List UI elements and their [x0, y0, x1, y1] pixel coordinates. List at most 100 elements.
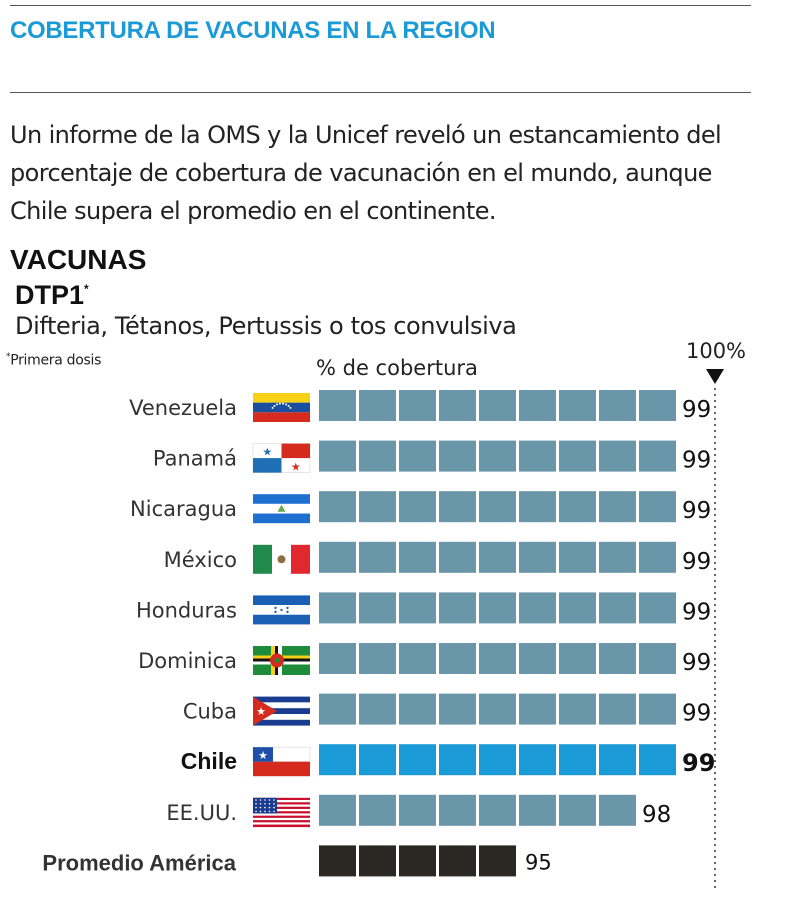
- top-rule: [10, 5, 751, 6]
- chile-flag: ★: [252, 746, 311, 777]
- bar-segment-dominica: [399, 643, 436, 674]
- bar-segment-panama: [559, 440, 596, 472]
- bar-segment-ee-uu: [319, 794, 356, 826]
- bar-segment-promedio-america: [399, 845, 436, 877]
- bar-segment-panama: [519, 440, 556, 472]
- bar-segment-venezuela: [399, 390, 436, 421]
- bar-segment-dominica: [479, 643, 516, 674]
- bar-segment-mexico: [399, 541, 436, 573]
- value-label-mexico: 99: [682, 549, 711, 575]
- bar-segment-nicaragua: [399, 491, 436, 523]
- x-axis-label: % de cobertura: [316, 356, 478, 380]
- bar-segment-ee-uu: [399, 794, 436, 826]
- vaccine-name: DTP1*: [15, 280, 89, 311]
- bar-segment-nicaragua: [439, 491, 476, 523]
- category-label-nicaragua: Nicaragua: [130, 497, 237, 521]
- bar-segment-promedio-america: [319, 845, 356, 877]
- bar-segment-mexico: [519, 541, 556, 573]
- cuba-flag: ★: [253, 696, 310, 726]
- bar-segment-mexico: [599, 541, 636, 573]
- bar-segment-chile: [319, 744, 356, 776]
- svg-text:★: ★: [291, 461, 301, 474]
- bar-segment-panama: [479, 440, 516, 472]
- category-label-venezuela: Venezuela: [129, 396, 237, 420]
- svg-text:★: ★: [262, 446, 272, 459]
- bar-segment-venezuela: [519, 390, 556, 421]
- bar-segment-chile: [639, 744, 676, 776]
- value-label-chile: 99: [682, 749, 715, 777]
- header-title: COBERTURA DE VACUNAS EN LA REGION: [10, 17, 496, 44]
- bar-segment-chile: [359, 744, 396, 776]
- bar-segment-dominica: [519, 643, 556, 674]
- bar-segment-honduras: [359, 592, 396, 624]
- category-label-mexico: México: [164, 548, 237, 572]
- bar-segment-nicaragua: [639, 491, 676, 523]
- bar-segment-nicaragua: [359, 491, 396, 523]
- bar-segment-mexico: [319, 541, 356, 573]
- bar-segment-promedio-america: [359, 845, 396, 877]
- bar-segment-chile: [599, 744, 636, 776]
- dominica-flag: [253, 646, 310, 675]
- venezuela-flag: [253, 393, 310, 422]
- honduras-flag: [253, 595, 310, 625]
- bar-segment-nicaragua: [479, 491, 516, 523]
- bar-segment-ee-uu: [559, 794, 596, 826]
- bar-segment-promedio-america: [439, 845, 476, 877]
- bar-segment-dominica: [639, 643, 676, 674]
- bar-segment-honduras: [399, 592, 436, 624]
- bar-segment-dominica: [319, 643, 356, 674]
- usa-flag: [253, 797, 310, 828]
- bar-segment-chile: [399, 744, 436, 776]
- value-label-panama: 99: [682, 448, 711, 474]
- svg-text:★: ★: [256, 705, 266, 718]
- value-label-venezuela: 99: [682, 397, 711, 423]
- bar-segment-chile: [519, 744, 556, 776]
- bar-segment-nicaragua: [319, 491, 356, 523]
- footnote: *Primera dosis: [6, 352, 101, 369]
- value-label-honduras: 99: [682, 599, 711, 625]
- bar-segment-ee-uu: [599, 794, 636, 826]
- category-label-promedio-america: Promedio América: [42, 850, 236, 875]
- category-label-dominica: Dominica: [138, 649, 237, 673]
- category-label-cuba: Cuba: [183, 700, 237, 724]
- value-label-cuba: 99: [682, 701, 711, 727]
- bar-segment-cuba: [399, 693, 436, 725]
- bar-segment-promedio-america: [479, 845, 516, 877]
- value-label-ee-uu: 98: [642, 802, 671, 828]
- intro-text: Un informe de la OMS y la Unicef reveló …: [10, 121, 722, 225]
- bar-segment-dominica: [559, 643, 596, 674]
- category-label-panama: Panamá: [153, 447, 237, 471]
- bar-segment-honduras: [599, 592, 636, 624]
- bar-segment-cuba: [559, 693, 596, 725]
- bar-segment-chile: [559, 744, 596, 776]
- bar-segment-cuba: [359, 693, 396, 725]
- bar-segment-mexico: [359, 541, 396, 573]
- bar-segment-nicaragua: [519, 491, 556, 523]
- bar-segment-honduras: [559, 592, 596, 624]
- category-label-chile: Chile: [181, 748, 237, 774]
- footnote-text: Primera dosis: [10, 352, 102, 369]
- bar-segment-mexico: [479, 541, 516, 573]
- panama-flag: ★★: [252, 443, 311, 474]
- value-label-dominica: 99: [682, 650, 711, 676]
- category-label-ee-uu: EE.UU.: [166, 801, 237, 825]
- bar-segment-cuba: [319, 693, 356, 725]
- bar-segment-panama: [599, 440, 636, 472]
- reference-arrow-icon: [706, 369, 724, 384]
- bar-segment-mexico: [559, 541, 596, 573]
- svg-text:★: ★: [258, 749, 268, 762]
- mexico-flag: [253, 544, 310, 574]
- bar-segment-cuba: [479, 693, 516, 725]
- bar-segment-honduras: [439, 592, 476, 624]
- bar-segment-cuba: [639, 693, 676, 725]
- bar-segment-venezuela: [559, 390, 596, 421]
- bar-segment-chile: [479, 744, 516, 776]
- bar-segment-ee-uu: [479, 794, 516, 826]
- vaccine-name-text: DTP1: [15, 280, 85, 310]
- bar-segment-dominica: [599, 643, 636, 674]
- section-title: VACUNAS: [10, 244, 147, 275]
- nicaragua-flag: [253, 494, 310, 524]
- bar-segment-mexico: [639, 541, 676, 573]
- value-label-nicaragua: 99: [682, 498, 711, 524]
- bar-segment-dominica: [439, 643, 476, 674]
